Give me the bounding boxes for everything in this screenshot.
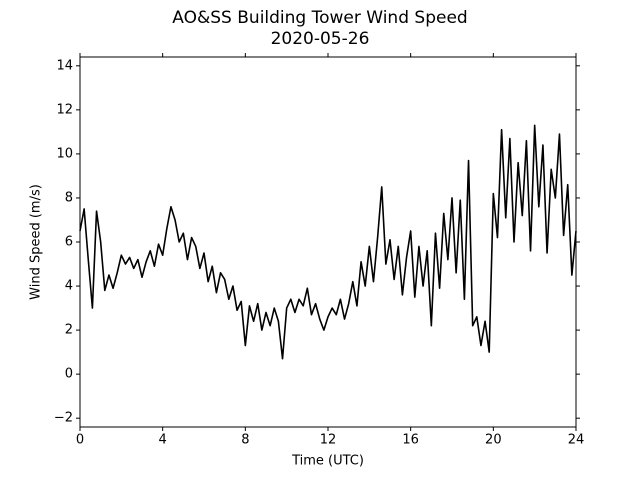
y-tick-label: 2 bbox=[65, 323, 73, 338]
y-tick-label: 6 bbox=[65, 235, 73, 250]
x-tick-label: 16 bbox=[402, 433, 419, 448]
x-tick-label: 4 bbox=[159, 433, 167, 448]
x-axis-label: Time (UTC) bbox=[291, 454, 364, 469]
y-axis-label: Wind Speed (m/s) bbox=[29, 184, 44, 300]
y-tick-label: 0 bbox=[65, 367, 73, 382]
chart-title: AO&SS Building Tower Wind Speed bbox=[172, 8, 467, 28]
y-tick-label: −2 bbox=[54, 411, 73, 426]
x-tick-label: 20 bbox=[485, 433, 502, 448]
y-tick-label: 10 bbox=[56, 146, 73, 161]
y-tick-label: 4 bbox=[65, 279, 73, 294]
chart-subtitle: 2020-05-26 bbox=[271, 29, 370, 49]
x-tick-label: 8 bbox=[241, 433, 249, 448]
y-tick-label: 12 bbox=[56, 102, 73, 117]
plot-frame bbox=[79, 56, 577, 428]
x-tick-label: 24 bbox=[568, 433, 585, 448]
x-tick-label: 12 bbox=[320, 433, 337, 448]
y-tick-label: 14 bbox=[56, 58, 73, 73]
y-tick-label: 8 bbox=[65, 190, 73, 205]
data-line bbox=[79, 124, 577, 360]
x-tick-label: 0 bbox=[76, 433, 84, 448]
